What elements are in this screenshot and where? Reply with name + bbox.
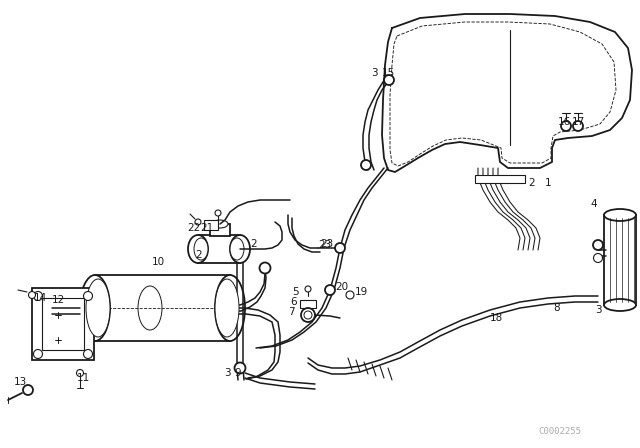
Circle shape: [23, 385, 33, 395]
Ellipse shape: [604, 299, 636, 311]
Circle shape: [361, 160, 371, 170]
Ellipse shape: [86, 279, 110, 337]
Bar: [475, 175, 525, 183]
Text: 5: 5: [292, 287, 299, 297]
Text: 15: 15: [382, 68, 396, 78]
Circle shape: [593, 240, 603, 250]
Text: C0002255: C0002255: [538, 427, 582, 436]
Ellipse shape: [230, 238, 244, 260]
Bar: [204, 220, 218, 230]
Circle shape: [384, 75, 394, 85]
Bar: [95, 275, 230, 341]
Ellipse shape: [212, 220, 228, 228]
Text: 14: 14: [34, 293, 47, 303]
Text: 17: 17: [572, 117, 585, 127]
Bar: [604, 215, 636, 305]
Circle shape: [346, 291, 354, 299]
Text: 3: 3: [224, 368, 230, 378]
Ellipse shape: [230, 235, 250, 263]
Text: 7: 7: [288, 307, 294, 317]
Bar: [198, 235, 240, 263]
Circle shape: [195, 219, 201, 225]
Text: 2: 2: [195, 250, 202, 260]
Circle shape: [83, 349, 93, 358]
Ellipse shape: [194, 238, 208, 260]
Polygon shape: [382, 14, 632, 172]
Text: 13: 13: [14, 377, 28, 387]
Text: 16: 16: [558, 117, 572, 127]
Circle shape: [77, 370, 83, 376]
Text: 23: 23: [318, 240, 332, 250]
Circle shape: [259, 263, 271, 273]
Text: 10: 10: [152, 257, 165, 267]
Text: 4: 4: [590, 199, 596, 209]
Text: 11: 11: [77, 373, 90, 383]
Text: 3: 3: [595, 305, 602, 315]
Circle shape: [234, 362, 246, 374]
Bar: [300, 300, 316, 308]
Ellipse shape: [604, 209, 636, 221]
Circle shape: [33, 292, 42, 301]
Ellipse shape: [215, 279, 239, 337]
Ellipse shape: [188, 235, 208, 263]
Circle shape: [29, 292, 35, 298]
Circle shape: [83, 292, 93, 301]
Circle shape: [33, 349, 42, 358]
Bar: [42, 298, 84, 350]
Text: 23: 23: [320, 239, 333, 249]
Circle shape: [305, 286, 311, 292]
Text: 20: 20: [335, 282, 348, 292]
Text: 3: 3: [371, 68, 378, 78]
Text: 8: 8: [553, 303, 559, 313]
Circle shape: [561, 121, 571, 131]
Ellipse shape: [138, 286, 162, 330]
Circle shape: [593, 254, 602, 263]
Text: 18: 18: [490, 313, 503, 323]
Text: 2: 2: [528, 178, 534, 188]
Ellipse shape: [80, 275, 110, 341]
Ellipse shape: [215, 275, 245, 341]
Circle shape: [304, 311, 312, 319]
Text: 6: 6: [290, 297, 296, 307]
Text: 12: 12: [52, 295, 65, 305]
Text: 21: 21: [200, 223, 213, 233]
Circle shape: [573, 121, 583, 131]
Text: 19: 19: [355, 287, 368, 297]
Text: 1: 1: [545, 178, 552, 188]
Circle shape: [335, 243, 345, 253]
Bar: [32, 288, 94, 360]
Text: 22: 22: [187, 223, 200, 233]
Text: 2: 2: [250, 239, 257, 249]
Text: 9: 9: [234, 368, 241, 378]
Circle shape: [215, 210, 221, 216]
Circle shape: [325, 285, 335, 295]
Bar: [210, 224, 230, 236]
Circle shape: [301, 308, 315, 322]
